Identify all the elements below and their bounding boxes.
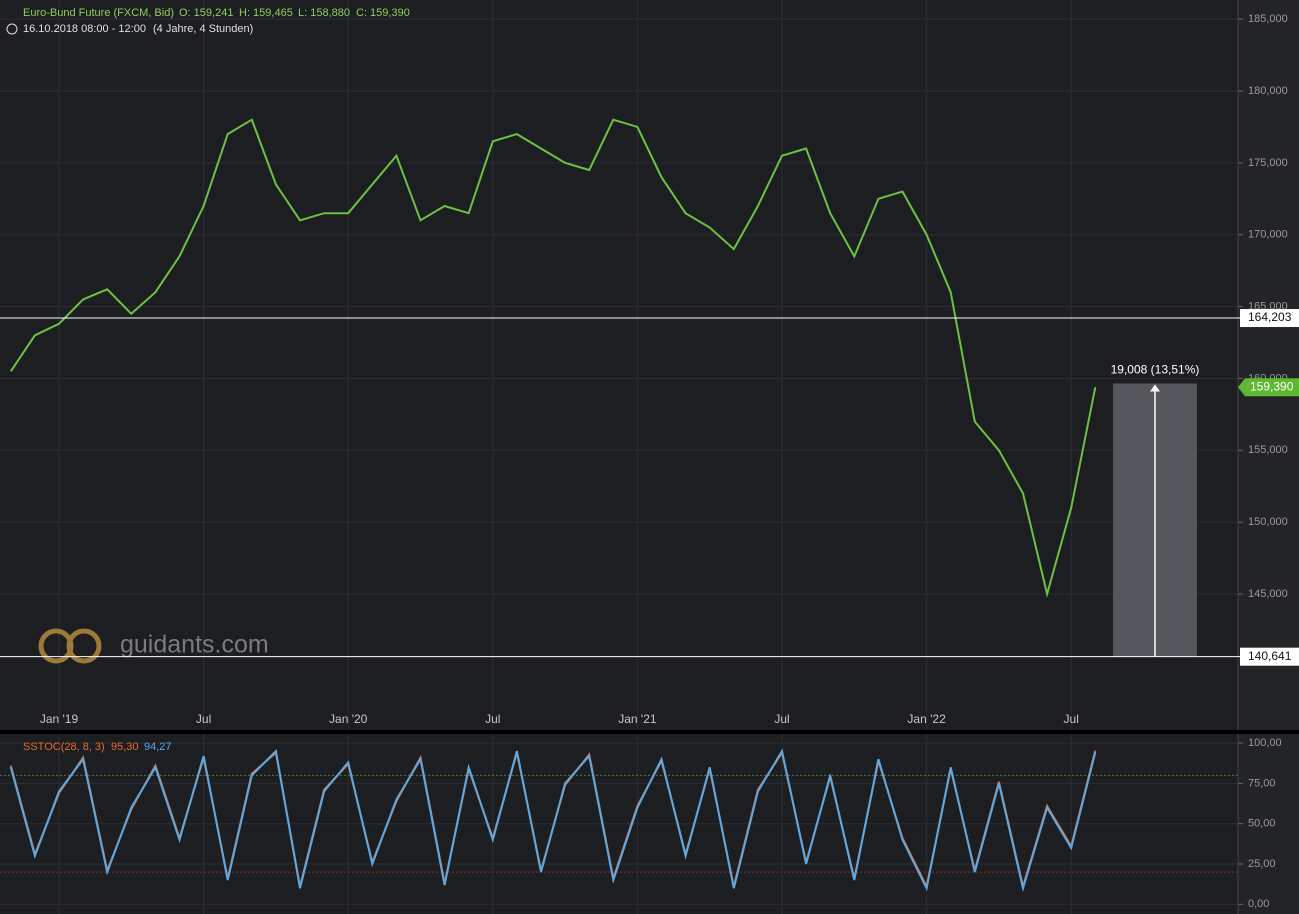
x-tick-label: Jan '19 xyxy=(40,712,79,726)
y-tick-label: 180,000 xyxy=(1248,85,1288,97)
y-tick-label: 175,000 xyxy=(1248,157,1288,169)
y-tick-label: 100,00 xyxy=(1248,737,1282,749)
legend-value: 94,27 xyxy=(144,741,172,753)
x-tick-label: Jul xyxy=(196,712,211,726)
span: (4 Jahre, 4 Stunden) xyxy=(153,23,253,35)
y-tick-label: 145,000 xyxy=(1248,588,1288,600)
x-tick-label: Jan '21 xyxy=(618,712,657,726)
plot xyxy=(9,118,1197,893)
x-tick-label: Jan '20 xyxy=(329,712,368,726)
x-tick-label: Jul xyxy=(1064,712,1079,726)
measure-label: 19,008 (13,51%) xyxy=(1111,363,1200,377)
legend-value: 95,30 xyxy=(111,741,139,753)
y-tick-label: 0,00 xyxy=(1248,898,1269,910)
y-tick-label: 185,000 xyxy=(1248,13,1288,25)
x-tick-label: Jan '22 xyxy=(907,712,946,726)
last-price-box xyxy=(1238,378,1299,397)
price-label: 140,641 xyxy=(1248,649,1292,663)
arrow-head xyxy=(1150,384,1160,392)
y-tick-label: 150,000 xyxy=(1248,516,1288,528)
y-tick-label: 25,00 xyxy=(1248,858,1276,870)
series-line xyxy=(9,118,1097,598)
open: O: 159,241 xyxy=(179,7,233,19)
logo xyxy=(38,628,102,664)
watermark: guidants.com xyxy=(120,631,269,659)
y-tick-label: 75,00 xyxy=(1248,777,1276,789)
close: C: 159,390 xyxy=(356,7,410,19)
clock-icon xyxy=(6,23,18,35)
grid xyxy=(0,0,1238,914)
x-tick-label: Jul xyxy=(485,712,500,726)
axis-panel xyxy=(1238,0,1299,914)
high: H: 159,465 xyxy=(239,7,293,19)
low: L: 158,880 xyxy=(298,7,350,19)
x-tick-label: Jul xyxy=(774,712,789,726)
period: 16.10.2018 08:00 - 12:00 xyxy=(23,23,146,35)
y-tick-label: 170,000 xyxy=(1248,229,1288,241)
instrument: Euro-Bund Future (FXCM, Bid) xyxy=(23,7,174,19)
price-label-box xyxy=(1240,647,1299,666)
indicator-name: SSTOC(28, 8, 3) xyxy=(23,741,105,753)
y-tick-label: 50,00 xyxy=(1248,818,1276,830)
last-price-label: 159,390 xyxy=(1250,379,1294,393)
price-label: 164,203 xyxy=(1248,310,1292,324)
series-line xyxy=(9,748,1097,893)
price-label-box xyxy=(1240,309,1299,328)
y-tick-label: 155,000 xyxy=(1248,444,1288,456)
